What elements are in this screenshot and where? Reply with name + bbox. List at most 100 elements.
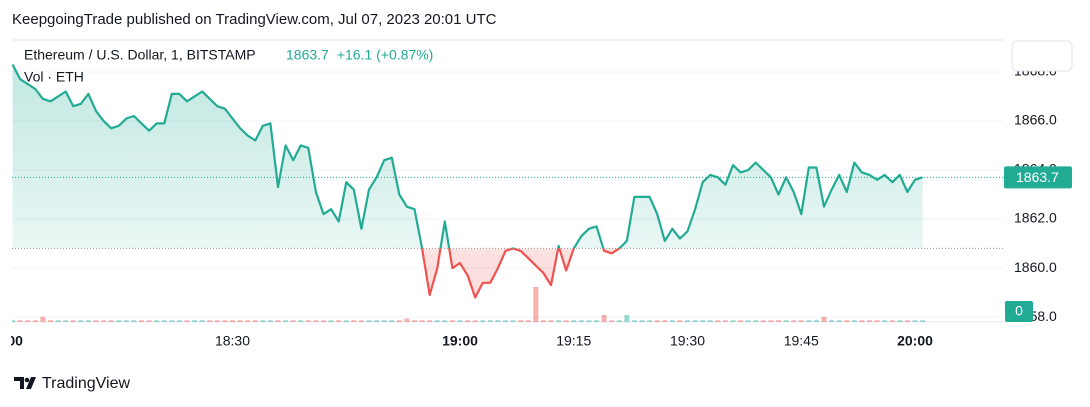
volume-bar [624,315,630,322]
volume-bar [85,320,91,322]
volume-bar [783,320,789,322]
volume-bar [518,320,524,322]
volume-bar [722,320,728,322]
volume-bar [503,320,508,322]
volume-bar [806,320,812,322]
volume-bar [184,320,190,322]
volume-bar [32,320,38,322]
scale-button[interactable] [1011,40,1073,72]
y-tick-label: 1866.0 [1014,112,1057,128]
volume-bar [578,320,584,322]
volume-bar [669,320,675,322]
volume-bar [715,320,721,322]
volume-bar [116,320,122,322]
volume-bar [753,320,759,322]
volume-bar [381,320,387,322]
volume-bar [192,320,198,322]
volume-bar [139,320,144,322]
volume-bar [260,320,266,322]
volume-bar [525,320,531,322]
x-tick-label: 19:45 [784,333,819,349]
volume-bar [571,320,577,322]
volume-bar [40,316,46,322]
volume-bar [207,320,213,322]
volume-bar [882,320,888,322]
header: KeepgoingTrade published on TradingView.… [12,11,497,28]
volume-bar [123,320,129,322]
volume-bar [510,320,516,322]
legend-change: +16.1 (+0.87%) [337,47,434,63]
volume-bar [791,320,797,322]
volume-bar [313,320,319,322]
legend-title: Ethereum / U.S. Dollar, 1, BITSTAMP [24,47,256,63]
volume-bar [321,320,326,322]
volume-label-box [1005,301,1033,322]
volume-bar [889,320,895,322]
volume-bar [851,320,857,322]
volume-bar [609,320,615,322]
volume-label: 0 [1015,303,1023,319]
volume-bar [101,320,107,322]
volume-bar [548,320,554,322]
volume-bar [449,320,455,322]
volume-bar [480,320,486,322]
volume-bar [237,320,243,322]
volume-bar [389,320,395,322]
volume-title: Vol · ETH [24,69,84,85]
price-label: 1863.7 [1016,169,1059,185]
volume-bar [912,320,918,322]
volume-bar [836,320,842,322]
volume-bar [495,320,501,322]
volume-bar [442,320,448,322]
volume-bar [677,320,683,322]
volume-bar [897,320,903,322]
volume-bar [920,320,926,322]
footer-logo: TradingView [42,375,130,392]
x-tick-label: 18:30 [215,333,250,349]
logo [14,377,36,389]
volume-bar [427,320,433,322]
volume-bar [760,320,766,322]
x-tick-label: 19:15 [556,333,591,349]
volume-bar [563,320,569,322]
volume-bar [631,320,637,322]
volume-bar [768,320,774,322]
volume-bar [730,320,736,322]
volume-bar [904,320,910,322]
volume-bar [647,320,653,322]
x-axis: 18:00 18:30 19:00 19:15 19:30 19:45 20:00 [11,333,933,349]
volume-bar [93,320,99,322]
volume-bar [412,320,417,322]
volume-bar [419,320,425,322]
volume-bar [798,320,804,322]
y-tick-label: 1860.0 [1014,259,1057,275]
volume-bar [404,318,410,322]
volume-bar [487,320,493,322]
volume-bar [813,320,819,322]
legend-price: 1863.7 [286,47,329,63]
price-label-box [1004,166,1072,189]
volume-bar [616,320,622,322]
volume-bar [25,320,31,322]
volume-bar [692,320,698,322]
price-line-down [420,248,621,299]
volume-bar [298,320,304,322]
volume-bar [161,320,167,322]
volume-bar [700,320,706,322]
volume-bar [745,320,751,322]
volume-bar [844,320,850,322]
volume-bar [821,316,827,322]
volume-bar [396,320,402,322]
volume-bar [351,320,357,322]
volume-bar [48,320,53,322]
volume-bar [556,320,562,322]
volume-bar [108,320,114,322]
volume-bar [874,320,880,322]
volume-bar [222,320,228,322]
volume-bar [601,315,607,322]
volume-bar [169,320,175,322]
volume-bar [267,320,273,322]
volume-bar [131,320,137,322]
